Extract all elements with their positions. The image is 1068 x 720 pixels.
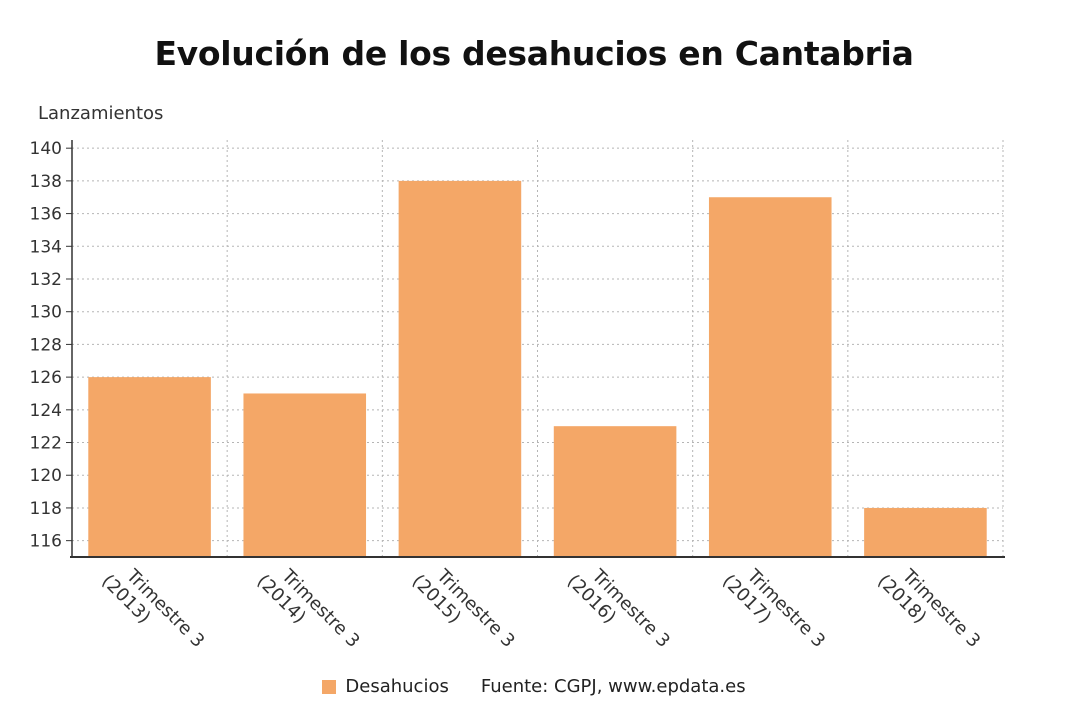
bars-layer <box>88 180 987 557</box>
grid-layer <box>72 140 1004 557</box>
axes-layer <box>66 140 1005 558</box>
bar <box>864 507 987 557</box>
y-tick-label: 138 <box>30 172 62 192</box>
bar <box>398 180 522 557</box>
bar <box>708 197 832 557</box>
x-tick-label: Trimestre 3(2015) <box>408 565 519 652</box>
y-tick-label: 136 <box>30 205 62 225</box>
bar <box>243 393 367 557</box>
y-tick-label: 122 <box>30 434 62 454</box>
y-tick-label: 124 <box>30 401 62 421</box>
y-tick-label: 140 <box>30 139 62 159</box>
y-tick-label: 126 <box>30 368 62 388</box>
y-tick-label: 120 <box>30 466 62 486</box>
y-tick-label: 128 <box>30 335 62 355</box>
x-tick-label: Trimestre 3(2016) <box>563 565 674 652</box>
legend-label-desahucios: Desahucios <box>345 676 449 697</box>
chart-title: Evolución de los desahucios en Cantabria <box>154 34 914 73</box>
y-tick-label: 130 <box>30 303 62 323</box>
y-tick-label: 118 <box>30 499 62 519</box>
x-tick-label: Trimestre 3(2014) <box>253 565 364 652</box>
x-tick-label: Trimestre 3(2017) <box>718 565 829 652</box>
bar <box>88 377 211 557</box>
x-tick-label: Trimestre 3(2018) <box>873 565 984 652</box>
legend: Desahucios Fuente: CGPJ, www.epdata.es <box>0 676 1068 697</box>
y-tick-label: 134 <box>30 237 62 257</box>
x-tick-label: Trimestre 3(2013) <box>97 565 208 652</box>
legend-swatch-desahucios <box>322 679 337 694</box>
y-tick-label: 132 <box>30 270 62 290</box>
bar <box>553 426 677 557</box>
y-axis-label: Lanzamientos <box>38 103 163 124</box>
source-note: Fuente: CGPJ, www.epdata.es <box>480 676 746 697</box>
y-tick-label: 116 <box>30 532 62 552</box>
